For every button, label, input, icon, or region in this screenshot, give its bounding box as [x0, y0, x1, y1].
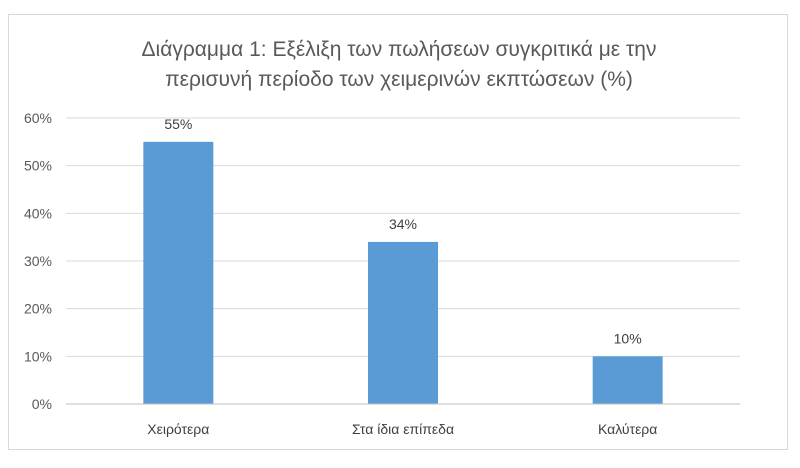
- y-tick-label: 60%: [24, 110, 52, 126]
- bar: [368, 241, 438, 404]
- y-tick-label: 0%: [32, 396, 52, 412]
- bar: [592, 356, 663, 404]
- y-tick-label: 50%: [24, 158, 52, 174]
- data-label: 10%: [614, 330, 642, 346]
- x-category-label: Στα ίδια επίπεδα: [352, 421, 454, 437]
- bar-chart-plot: 0% 10% 20% 30% 40% 50% 60% 55% Χειρότερα 34% Στα ί…: [24, 110, 740, 437]
- x-category-label: Καλύτερα: [598, 421, 657, 437]
- chart-title-line-1: Διάγραμμα 1: Εξέλιξη των πωλήσεων συγκρι…: [141, 38, 657, 61]
- chart-title-line-2: περισυνή περίοδο των χειμερινών εκπτώσεω…: [165, 68, 633, 91]
- y-tick-label: 10%: [24, 348, 52, 364]
- chart-title: Διάγραμμα 1: Εξέλιξη των πωλήσεων συγκρι…: [9, 35, 789, 95]
- data-label: 34%: [389, 216, 417, 232]
- data-label: 55%: [164, 116, 192, 132]
- y-tick-label: 30%: [24, 253, 52, 269]
- bar: [143, 141, 214, 404]
- y-tick-label: 40%: [24, 205, 52, 221]
- chart-frame: Διάγραμμα 1: Εξέλιξη των πωλήσεων συγκρι…: [8, 14, 788, 450]
- y-tick-label: 20%: [24, 301, 52, 317]
- x-category-label: Χειρότερα: [147, 421, 209, 437]
